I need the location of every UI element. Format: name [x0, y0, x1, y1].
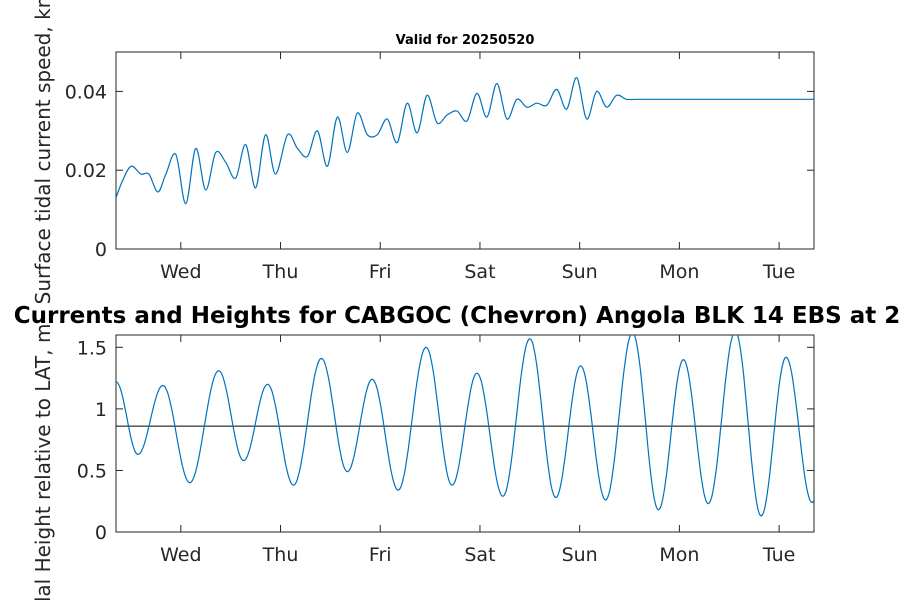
x-tick-label: Tue — [762, 544, 795, 566]
x-tick-label: Wed — [160, 544, 201, 566]
x-tick-label: Thu — [262, 544, 299, 566]
top-plot-area — [115, 51, 815, 250]
x-tick-label: Mon — [659, 544, 699, 566]
y-tick-label: 0.5 — [77, 460, 107, 482]
x-tick-label: Sun — [562, 544, 598, 566]
y-tick-label: 0 — [95, 522, 107, 544]
bottom-chart-title: Currents and Heights for CABGOC (Chevron… — [14, 303, 900, 329]
current-speed-line — [116, 76, 814, 205]
y-tick-label: 1 — [95, 399, 107, 421]
top-y-axis-label: Surface tidal current speed, kn — [31, 0, 55, 304]
x-tick-label: Tue — [762, 261, 795, 283]
x-tick-label: Sun — [562, 261, 598, 283]
y-tick-label: 1.5 — [77, 337, 107, 359]
x-tick-label: Sat — [464, 261, 495, 283]
y-tick-label: 0.02 — [65, 160, 107, 182]
x-tick-label: Sat — [464, 544, 495, 566]
x-tick-label: Wed — [160, 261, 201, 283]
y-tick-label: 0 — [95, 239, 107, 261]
bottom-plot-area — [115, 334, 815, 533]
x-tick-label: Fri — [369, 261, 392, 283]
bottom-y-axis-label: Tidal Height relative to LAT, m — [31, 324, 55, 600]
x-tick-label: Fri — [369, 544, 392, 566]
tidal-height-line — [116, 335, 814, 517]
x-tick-label: Thu — [262, 261, 299, 283]
current-speed-chart: Valid for 20250520 0 0.02 0.04 Wed Thu Fri Sat… — [31, 0, 815, 304]
top-chart-title: Valid for 20250520 — [396, 33, 535, 48]
x-tick-label: Mon — [659, 261, 699, 283]
tidal-height-chart: 0 0.5 1 1.5 Wed Thu Fri Sat Sun Mon Tue Tidal Heig… — [14, 303, 900, 600]
y-tick-label: 0.04 — [65, 81, 107, 103]
